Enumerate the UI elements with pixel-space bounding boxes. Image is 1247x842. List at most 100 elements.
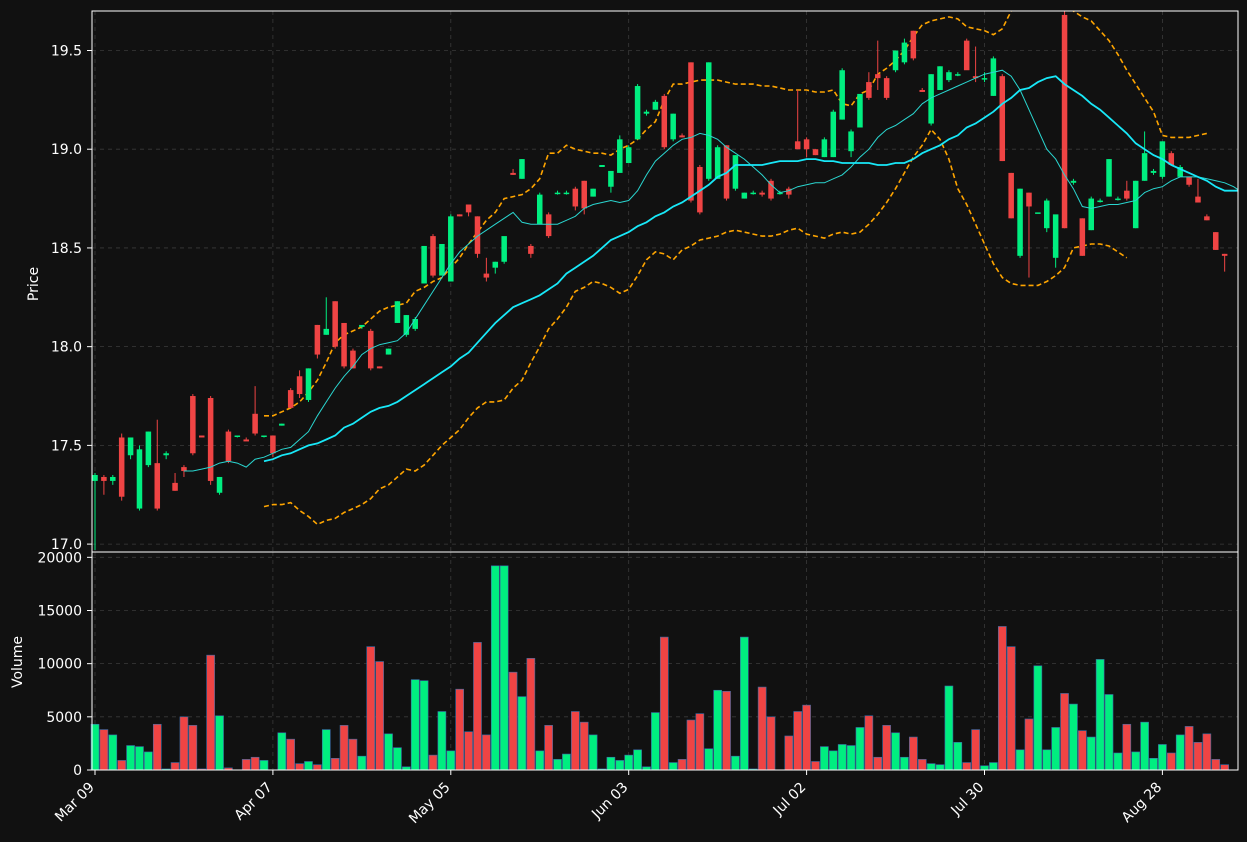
candle-body: [688, 62, 694, 201]
volume-bar: [1220, 764, 1229, 771]
volume-bar: [704, 748, 714, 771]
volume-bar: [1166, 752, 1176, 771]
candle-body: [110, 476, 116, 481]
price-tick-label: 18.5: [51, 241, 82, 257]
volume-bar: [784, 735, 794, 771]
volume-bar: [731, 755, 740, 771]
candle-body: [270, 435, 276, 454]
volume-bar: [677, 759, 687, 771]
candle-body: [1221, 253, 1228, 256]
volume-bar: [757, 686, 767, 771]
price-y-label: Price: [26, 267, 42, 301]
volume-bar: [846, 745, 856, 771]
candle-body: [234, 435, 241, 438]
candle-body: [412, 319, 418, 329]
volume-bar: [579, 721, 589, 771]
volume-bar: [686, 719, 696, 771]
volume-bar: [357, 755, 367, 771]
candle-body: [198, 435, 205, 438]
candle-body: [172, 482, 178, 491]
volume-panel: 0 5000 10000 15000 20000 Volume: [10, 550, 1239, 779]
volume-bar: [419, 680, 429, 771]
candle-body: [261, 435, 267, 438]
candle-body: [625, 147, 632, 164]
candle-body: [705, 62, 712, 179]
candle-body: [1195, 196, 1201, 203]
candle-body: [714, 147, 721, 179]
volume-bar: [980, 765, 989, 771]
volume-tick-label: 10000: [37, 657, 82, 673]
volume-bar: [1086, 736, 1096, 771]
volume-bar: [1122, 723, 1132, 771]
volume-bar: [989, 762, 998, 771]
volume-bar: [126, 745, 135, 771]
candle-body: [545, 214, 552, 237]
volume-bar: [1211, 759, 1221, 771]
volume-bar: [1193, 742, 1203, 771]
candle-body: [670, 113, 676, 140]
candles: [92, 11, 1228, 551]
volume-bar: [99, 729, 109, 771]
candle-body: [430, 236, 436, 276]
volume-bar: [152, 723, 162, 771]
candle-body: [937, 66, 943, 90]
candle-body: [794, 141, 801, 150]
volume-bar: [144, 751, 153, 771]
volume-bar: [615, 760, 625, 771]
volume-bar: [962, 762, 972, 771]
candle-body: [501, 236, 507, 262]
volume-bar: [375, 661, 384, 771]
volume-bar: [428, 754, 438, 771]
candle-body: [839, 70, 845, 120]
candle-body: [590, 188, 596, 197]
candle-body: [652, 101, 659, 110]
volume-bar: [891, 732, 900, 771]
candle-body: [474, 216, 481, 254]
volume-bar: [464, 731, 473, 771]
candle-body: [777, 192, 783, 195]
volume-bar: [606, 756, 616, 771]
volume-bar: [179, 716, 189, 771]
candle-body: [892, 50, 899, 71]
candle-body: [465, 204, 472, 213]
volume-bar: [277, 732, 287, 771]
volume-bar: [953, 742, 963, 771]
candle-body: [732, 155, 739, 189]
candle-body: [643, 111, 650, 114]
candle-body: [367, 330, 374, 369]
candle-body: [163, 453, 169, 456]
volume-bar: [659, 636, 669, 771]
candle-body: [1052, 214, 1059, 258]
candle-body: [1008, 172, 1014, 219]
volume-bar: [909, 736, 918, 771]
candle-body: [803, 139, 810, 150]
volume-bar: [482, 734, 491, 771]
volume-y-label: Volume: [10, 636, 26, 688]
candle-body: [608, 170, 614, 187]
volume-bar: [971, 729, 980, 771]
volume-bar: [1158, 744, 1167, 771]
volume-bar: [1006, 646, 1016, 771]
volume-bar: [1078, 730, 1087, 771]
volume-bar: [828, 750, 838, 771]
candle-body: [439, 243, 445, 276]
volume-y-ticks: 0 5000 10000 15000 20000: [37, 550, 92, 779]
candle-body: [750, 192, 756, 195]
price-grid: [92, 11, 1238, 552]
volume-bar: [490, 565, 500, 771]
candle-body: [92, 474, 98, 481]
candle-body: [972, 76, 979, 79]
candle-body: [946, 72, 952, 81]
candle-body: [305, 368, 312, 400]
volume-bar: [206, 654, 215, 771]
volume-bar: [410, 679, 420, 771]
candle-body: [181, 467, 187, 472]
volume-tick-label: 20000: [37, 550, 82, 566]
candle-body: [448, 216, 454, 282]
candle-body: [866, 82, 872, 98]
candle-body: [883, 78, 890, 98]
candle-body: [1061, 14, 1068, 229]
volume-bar: [108, 734, 118, 771]
candle-body: [127, 437, 134, 456]
volume-bar: [1051, 727, 1060, 771]
